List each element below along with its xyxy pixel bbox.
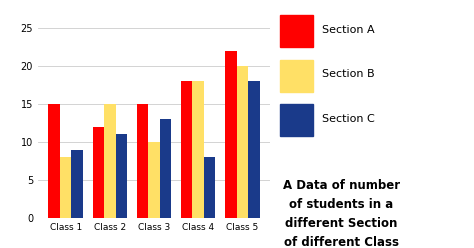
Bar xyxy=(192,81,204,218)
Bar xyxy=(204,157,216,218)
Bar xyxy=(237,66,248,218)
Bar xyxy=(72,150,83,218)
Bar xyxy=(104,104,116,218)
Text: Section A: Section A xyxy=(322,25,375,35)
Bar xyxy=(60,157,72,218)
Bar xyxy=(181,81,192,218)
Bar xyxy=(48,104,60,218)
Text: Section B: Section B xyxy=(322,69,375,79)
Text: Section C: Section C xyxy=(322,114,375,124)
Bar xyxy=(116,134,127,218)
Bar xyxy=(248,81,260,218)
Bar xyxy=(225,51,237,218)
Bar xyxy=(92,127,104,218)
Text: A Data of number
of students in a
different Section
of different Class: A Data of number of students in a differ… xyxy=(283,179,400,248)
Bar xyxy=(148,142,160,218)
Bar xyxy=(160,119,171,218)
Bar xyxy=(137,104,148,218)
